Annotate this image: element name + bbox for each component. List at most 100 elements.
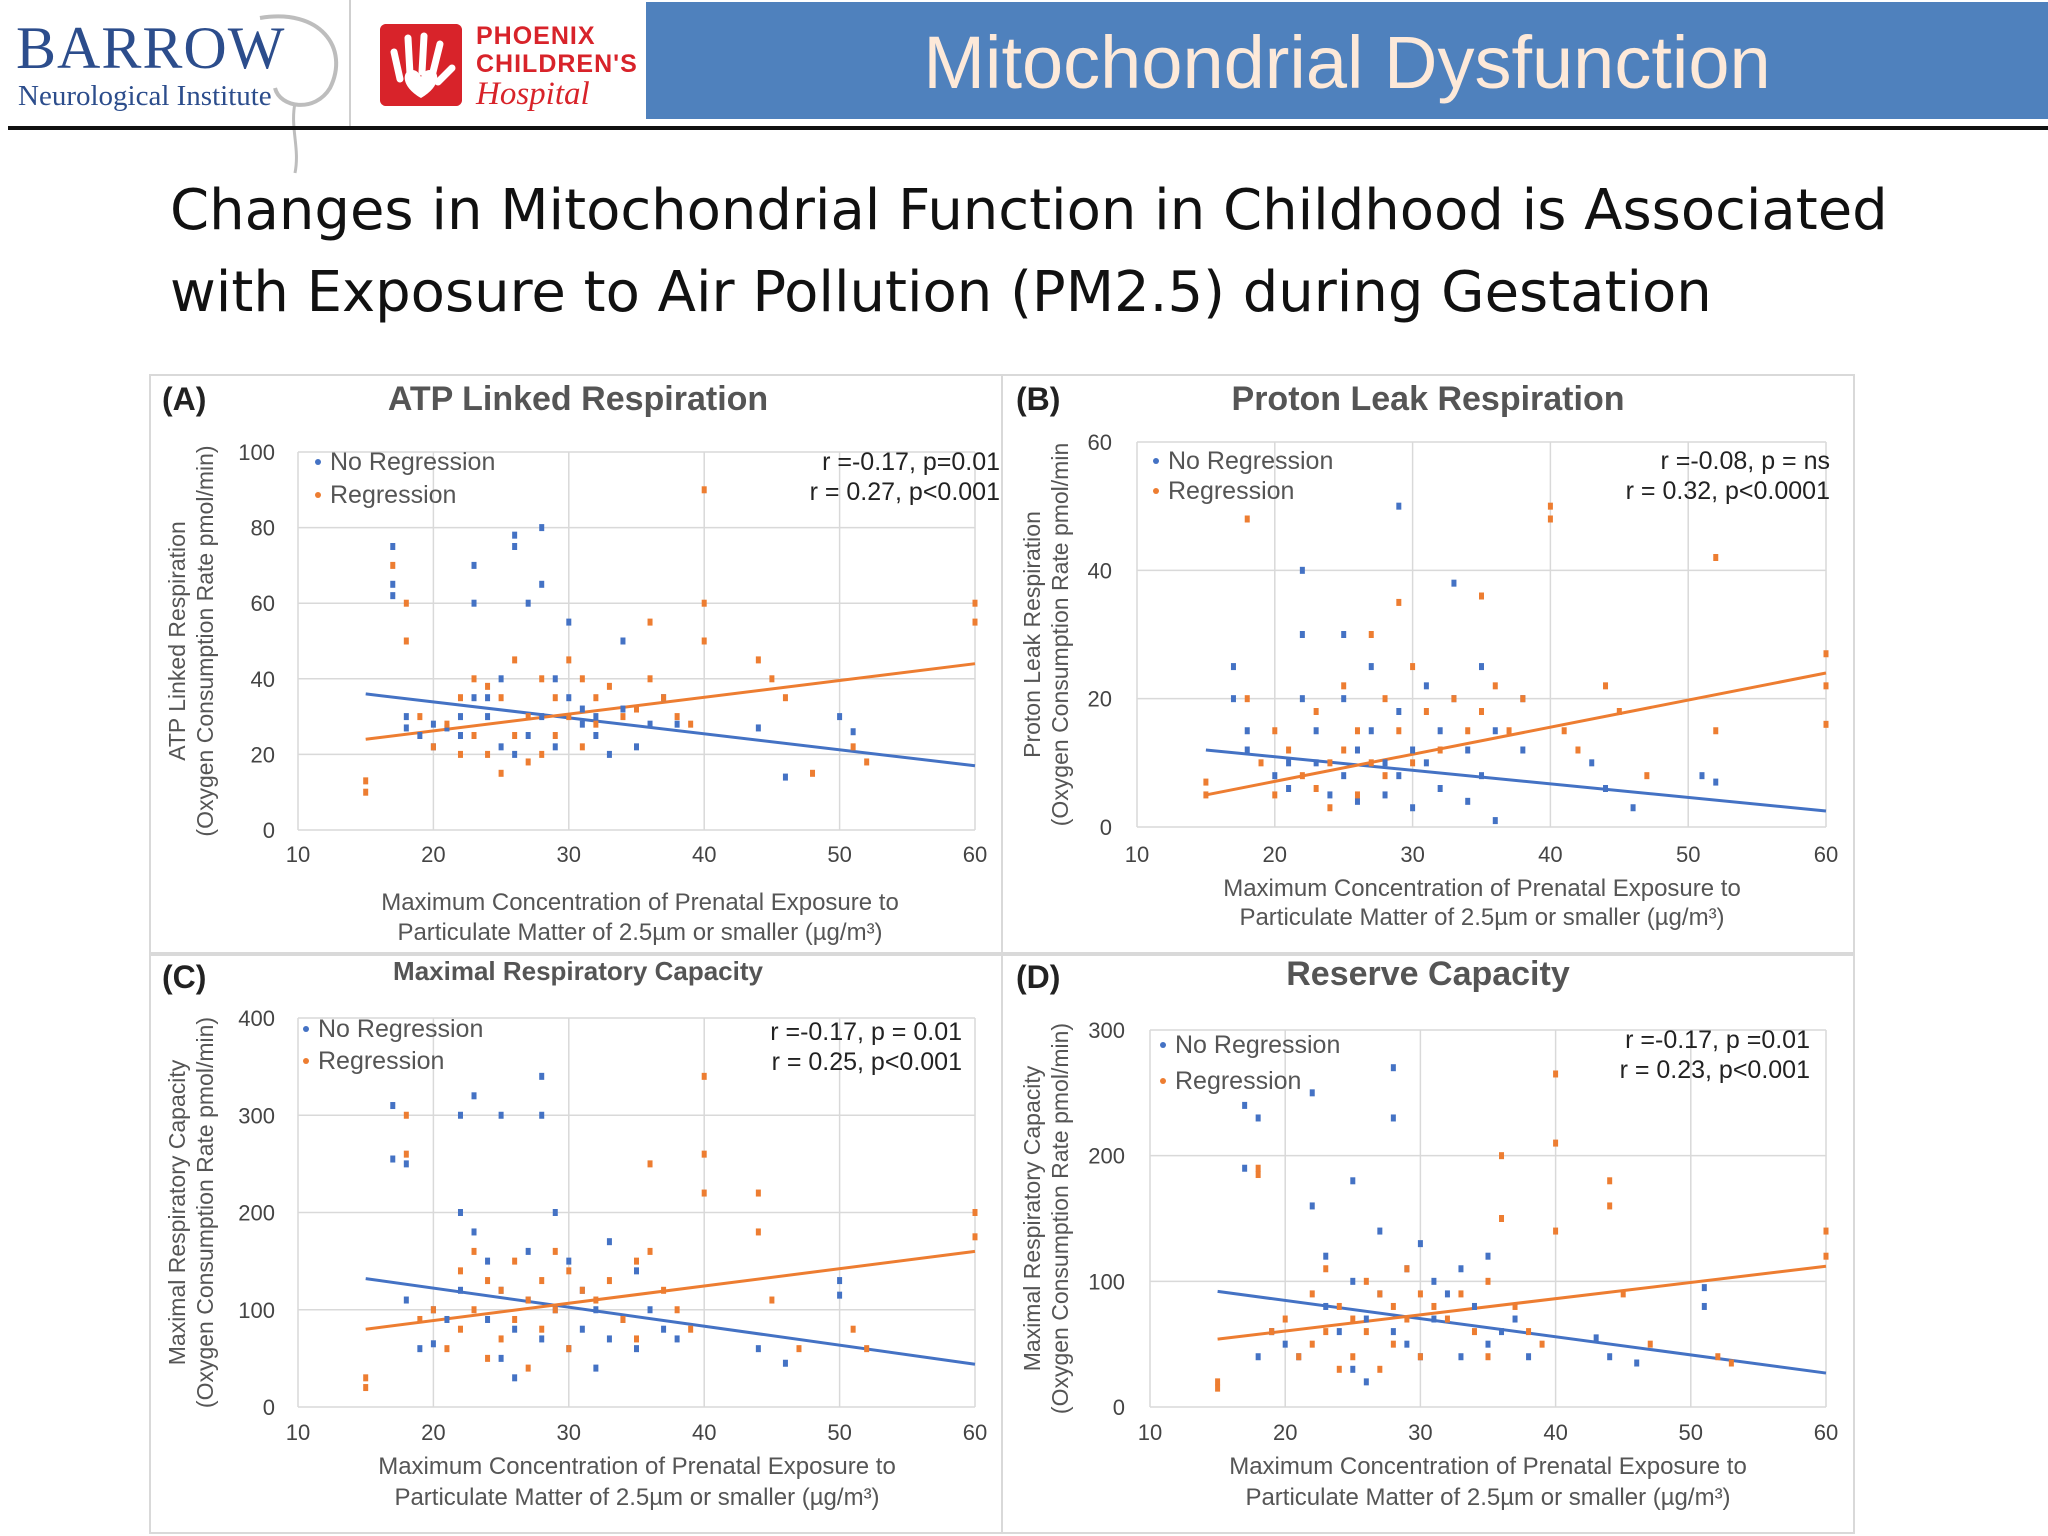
y-axis-label: (Oxygen Consumption Rate pmol/min) [192,1017,218,1408]
data-point-regression [864,758,870,766]
data-point-regression [1396,727,1402,735]
data-point-no-regression [647,1306,653,1314]
y-axis-label: ATP Linked Respiration [164,521,190,761]
x-axis-label: Maximum Concentration of Prenatal Exposu… [378,1453,896,1480]
data-point-no-regression [471,1228,477,1236]
data-point-no-regression [1437,727,1443,735]
data-point-no-regression [566,694,572,702]
data-point-no-regression [471,1092,477,1100]
data-point-regression [1823,720,1829,728]
data-point-regression [620,713,626,721]
legend-label: Regression [318,1047,444,1075]
data-point-regression [1382,772,1388,780]
data-point-regression [498,1286,504,1294]
panel-frame [149,954,1003,1534]
data-point-regression [755,1228,761,1236]
trend-line-regression [1217,1264,1827,1341]
data-point-no-regression [498,675,504,683]
y-tick-label: 100 [238,1298,275,1323]
title-bar: Mitochondrial Dysfunction [646,2,2048,119]
data-point-no-regression [579,1325,585,1333]
data-point-regression [1616,708,1622,715]
data-point-regression [512,732,518,739]
data-point-regression [485,1354,491,1362]
data-point-regression [1309,1290,1315,1298]
data-point-no-regression [1354,746,1360,754]
data-point-no-regression [1341,631,1347,638]
data-point-no-regression [1593,1334,1599,1342]
data-point-no-regression [498,1111,504,1119]
data-point-regression [647,675,653,683]
data-point-regression [498,769,504,777]
data-point-regression [1644,772,1650,780]
data-point-regression [1423,708,1429,715]
data-point-no-regression [1341,695,1347,703]
subtitle-line-2: with Exposure to Air Pollution (PM2.5) d… [170,260,1712,325]
x-tick-label: 40 [1538,842,1562,867]
legend-marker [1160,1078,1166,1084]
data-point-regression [1499,1152,1505,1160]
data-point-no-regression [755,724,761,732]
data-point-no-regression [1350,1365,1356,1373]
data-point-no-regression [1512,1315,1518,1323]
data-point-regression [1520,695,1526,703]
data-point-no-regression [1363,1315,1369,1323]
data-point-regression [1492,682,1498,690]
y-tick-label: 20 [1088,687,1112,712]
data-point-no-regression [579,720,585,728]
data-point-no-regression [1410,746,1416,754]
x-tick-label: 10 [286,1420,310,1445]
y-tick-label: 300 [238,1103,275,1128]
data-point-no-regression [1299,695,1305,703]
data-point-regression [1341,682,1347,690]
data-point-no-regression [1479,663,1484,671]
trend-line-no-regression [365,1277,976,1366]
x-tick-label: 60 [963,1420,987,1445]
data-point-regression [566,1267,572,1275]
data-point-no-regression [593,1306,599,1314]
data-point-regression [539,1325,545,1333]
data-point-regression [1471,1328,1477,1336]
data-point-regression [471,732,477,739]
data-point-regression [1327,804,1333,812]
trend-line-no-regression [365,692,976,768]
data-point-no-regression [471,694,477,702]
barrow-swirl-icon [259,14,339,174]
data-point-no-regression [1431,1315,1437,1323]
data-point-regression [674,1306,680,1314]
data-point-no-regression [1701,1302,1707,1310]
data-point-no-regression [1313,727,1319,735]
data-point-no-regression [1713,778,1719,786]
data-point-regression [1485,1277,1491,1285]
x-tick-label: 20 [1263,842,1287,867]
data-point-regression [972,1209,978,1216]
data-point-regression [485,682,491,690]
data-point-regression [1377,1365,1383,1373]
data-point-no-regression [1286,759,1292,767]
data-point-regression [1823,1227,1829,1235]
logo-divider [349,0,351,128]
data-point-no-regression [457,732,463,739]
data-point-no-regression [1282,1340,1288,1348]
data-point-no-regression [1404,1340,1410,1348]
x-axis-label: Maximum Concentration of Prenatal Exposu… [1229,1453,1747,1480]
data-point-regression [688,1325,694,1333]
data-point-no-regression [782,1359,788,1367]
data-point-regression [1350,1353,1356,1361]
data-point-no-regression [661,1325,667,1333]
data-point-no-regression [593,732,599,739]
data-point-no-regression [430,1340,436,1348]
y-tick-label: 40 [1088,558,1112,583]
trend-line-regression [365,662,976,741]
data-point-regression [1327,759,1333,767]
data-point-no-regression [1458,1265,1464,1273]
data-point-regression [539,1277,545,1285]
data-point-regression [485,1277,491,1285]
data-point-regression [782,694,788,702]
data-point-no-regression [1350,1177,1356,1185]
data-point-regression [1620,1290,1626,1298]
data-point-no-regression [1485,1340,1491,1348]
data-point-no-regression [512,1374,518,1382]
data-point-regression [674,713,680,721]
data-point-regression [512,1315,518,1323]
